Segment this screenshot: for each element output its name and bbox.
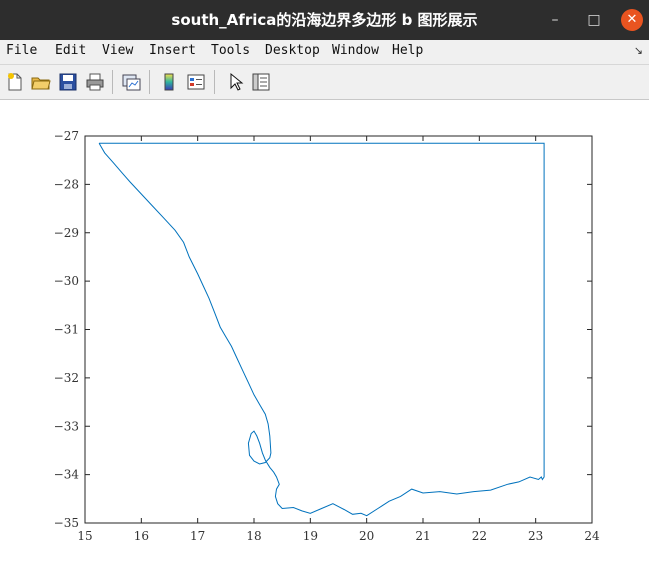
x-tick-label: 16: [134, 529, 149, 543]
x-tick-label: 20: [359, 529, 374, 543]
property-inspector-icon[interactable]: [250, 71, 272, 93]
toolbar-separator: [149, 70, 150, 94]
x-tick-label: 17: [190, 529, 205, 543]
menu-help[interactable]: Help: [392, 43, 424, 58]
y-tick-label: −32: [54, 371, 79, 385]
new-figure-icon[interactable]: [4, 71, 26, 93]
minimize-button[interactable]: –: [551, 12, 559, 28]
open-file-icon[interactable]: [30, 71, 52, 93]
menu-overflow-icon[interactable]: ↘: [633, 44, 643, 57]
menu-insert[interactable]: Insert: [149, 43, 196, 58]
menu-window[interactable]: Window: [332, 43, 379, 58]
y-tick-label: −33: [54, 419, 79, 433]
link-plot-icon[interactable]: [120, 71, 142, 93]
x-tick-label: 15: [77, 529, 92, 543]
x-tick-label: 19: [303, 529, 318, 543]
menu-file[interactable]: File: [6, 43, 38, 58]
print-icon[interactable]: [84, 71, 106, 93]
axis-ticks: 15 16 17 18 19 20 21 22 23 24 −27 −28 −29 −30 −31 −32 −3…: [54, 129, 600, 543]
toolbar: [0, 65, 649, 100]
pointer-icon[interactable]: [224, 71, 246, 93]
insert-colorbar-icon[interactable]: [158, 71, 180, 93]
y-tick-label: −29: [54, 226, 79, 240]
menu-tools[interactable]: Tools: [211, 43, 251, 58]
close-button[interactable]: ✕: [621, 9, 643, 31]
menu-view[interactable]: View: [102, 43, 134, 58]
y-tick-label: −34: [54, 468, 80, 482]
y-tick-label: −28: [54, 177, 79, 191]
y-tick-label: −31: [54, 323, 79, 337]
insert-legend-icon[interactable]: [185, 71, 207, 93]
x-tick-label: 23: [528, 529, 543, 543]
x-tick-label: 22: [472, 529, 487, 543]
plot-area: 15 16 17 18 19 20 21 22 23 24 −27 −28 −29 −30 −31 −32 −3…: [54, 129, 600, 543]
axes-box: [84, 135, 593, 524]
x-tick-label: 21: [415, 529, 430, 543]
x-tick-label: 24: [584, 529, 600, 543]
toolbar-separator: [112, 70, 113, 94]
window-titlebar: south_Africa的沿海边界多边形 b 图形展示 – □ ✕: [0, 0, 649, 40]
x-tick-label: 18: [246, 529, 261, 543]
menu-desktop[interactable]: Desktop: [265, 43, 320, 58]
coastline-polygon: [98, 142, 545, 517]
toolbar-separator: [214, 70, 215, 94]
save-icon[interactable]: [57, 71, 79, 93]
window-title: south_Africa的沿海边界多边形 b 图形展示: [171, 11, 478, 29]
maximize-button[interactable]: □: [587, 12, 601, 28]
y-tick-label: −30: [54, 274, 79, 288]
y-tick-label: −27: [54, 129, 79, 143]
figure-canvas: 15 16 17 18 19 20 21 22 23 24 −27 −28 −29 −30 −31 −32 −3…: [0, 100, 649, 567]
y-tick-label: −35: [54, 516, 79, 530]
menu-edit[interactable]: Edit: [55, 43, 87, 58]
menu-bar: File Edit View Insert Tools Desktop Wind…: [0, 40, 649, 65]
